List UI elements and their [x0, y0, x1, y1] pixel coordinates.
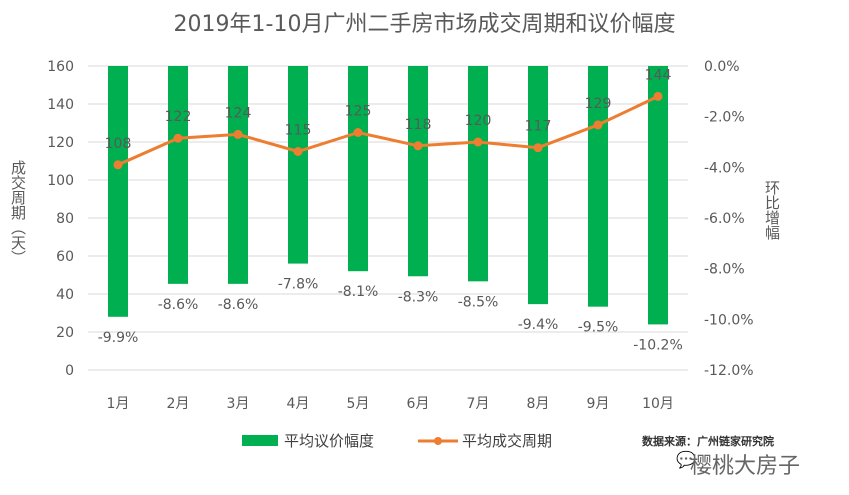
x-tick-label: 9月	[587, 396, 610, 412]
line-data-label: 129	[585, 96, 612, 112]
line-data-label: 108	[105, 136, 132, 152]
bar	[288, 66, 308, 264]
bar-data-label: -10.2%	[633, 337, 683, 353]
bar-data-label: -9.5%	[578, 320, 619, 336]
line-data-label: 118	[405, 117, 432, 133]
y-tick-label: 140	[47, 97, 74, 113]
chart-title: 2019年1-10月广州二手房市场成交周期和议价幅度	[173, 12, 676, 37]
y-tick-label: 20	[56, 325, 74, 341]
x-tick-label: 7月	[467, 396, 490, 412]
bar	[468, 66, 488, 282]
x-tick-label: 4月	[287, 396, 310, 412]
line-point	[113, 160, 123, 170]
line-data-label: 117	[525, 119, 552, 135]
y2-tick-label: -6.0%	[704, 211, 745, 227]
legend-line: 平均成交周期	[418, 430, 552, 451]
y-tick-label: 0	[65, 363, 74, 379]
bar-data-label: -9.9%	[98, 330, 139, 346]
y-tick-label: 40	[56, 287, 74, 303]
line-data-label: 120	[465, 113, 492, 129]
x-tick-label: 1月	[107, 396, 130, 412]
line-data-label: 125	[345, 104, 372, 120]
legend-bar-swatch	[242, 435, 278, 446]
y-tick-label: 80	[56, 211, 74, 227]
y-tick-label: 160	[47, 59, 74, 75]
bar-data-label: -8.3%	[398, 289, 439, 305]
y-tick-label: 60	[56, 249, 74, 265]
bar-data-label: -8.1%	[338, 284, 379, 300]
source-note: 数据来源：广州链家研究院	[642, 435, 774, 448]
bar	[528, 66, 548, 305]
x-tick-label: 10月	[642, 396, 674, 412]
y2-tick-label: -4.0%	[704, 160, 745, 176]
wechat-icon: 💬	[676, 450, 696, 469]
legend-bar: 平均议价幅度	[242, 430, 374, 451]
line-data-label: 122	[165, 109, 192, 125]
y2-tick-label: -8.0%	[704, 262, 745, 278]
bar-data-label: -7.8%	[278, 277, 319, 293]
legend-line-swatch	[418, 436, 458, 445]
line-point	[293, 147, 303, 156]
bar	[348, 66, 368, 272]
bar	[168, 66, 188, 284]
x-tick-label: 8月	[527, 396, 550, 412]
y-axis-label: 成交周期（天）	[9, 160, 27, 265]
line-series	[117, 95, 659, 167]
bar	[408, 66, 428, 277]
bar	[228, 66, 248, 284]
bar	[648, 66, 668, 325]
y2-tick-label: -2.0%	[704, 110, 745, 126]
x-tick-label: 2月	[167, 396, 190, 412]
y2-tick-label: -10.0%	[704, 312, 754, 328]
line-point	[533, 143, 543, 153]
legend-line-label: 平均成交周期	[462, 432, 553, 450]
x-tick-label: 5月	[347, 396, 370, 412]
y-tick-label: 100	[47, 173, 74, 189]
x-tick-label: 6月	[407, 396, 430, 412]
x-tick-label: 3月	[227, 396, 250, 412]
legend-bar-label: 平均议价幅度	[284, 432, 375, 450]
line-point	[653, 91, 663, 101]
watermark: 樱桃大房子	[690, 454, 801, 479]
bar-data-label: -8.5%	[458, 294, 499, 310]
line-point	[473, 137, 483, 147]
bar-data-label: -8.6%	[218, 297, 259, 313]
line-point	[173, 133, 183, 143]
line-point	[233, 129, 243, 139]
bar	[108, 66, 128, 317]
bar-data-label: -9.4%	[518, 317, 559, 333]
y-tick-label: 120	[47, 135, 74, 151]
y2-axis-label: 环比增幅	[763, 180, 781, 240]
line-data-label: 115	[285, 123, 312, 139]
y2-tick-label: -12.0%	[704, 363, 754, 379]
line-point	[353, 128, 363, 137]
line-data-label: 124	[225, 105, 252, 121]
line-point	[593, 120, 603, 130]
line-point	[413, 141, 423, 151]
bar-data-label: -8.6%	[158, 297, 199, 313]
line-data-label: 144	[645, 67, 672, 83]
y2-tick-label: 0.0%	[704, 59, 740, 75]
